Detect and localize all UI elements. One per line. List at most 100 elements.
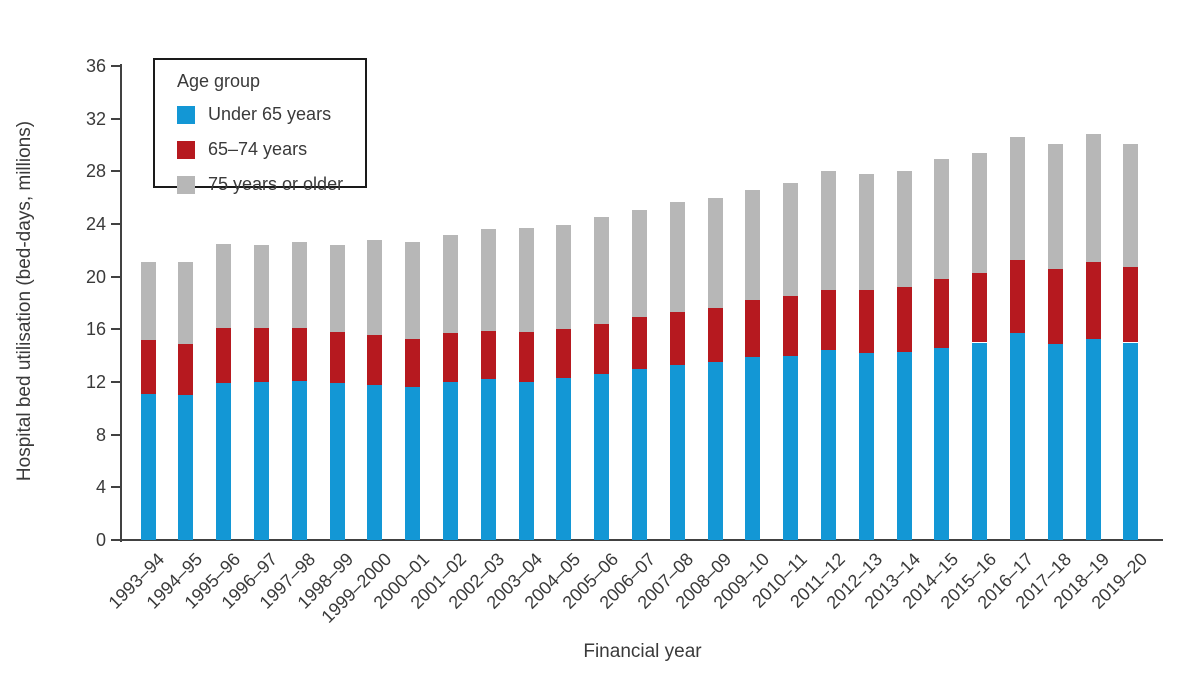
bar-segment-75-older [556,225,572,330]
bar-segment-65-74 [858,289,874,354]
y-tick-label: 28 [85,161,106,182]
y-tick-label: 8 [95,424,106,445]
bar-segment-65-74 [783,296,799,356]
y-axis-line [120,64,122,542]
y-axis-tick [111,117,120,120]
bar-segment-under-65 [745,356,761,540]
bar-segment-75-older [178,262,194,344]
legend-swatch-under-65-icon [177,105,195,124]
bar-segment-under-65 [707,362,723,540]
bar-segment-75-older [783,183,799,297]
bar-segment-under-65 [820,350,836,540]
bar-segment-65-74 [934,279,950,348]
legend-title: Age group [177,71,261,91]
y-axis-tick [111,65,120,67]
bar-segment-65-74 [556,329,572,379]
bar-segment-75-older [631,209,647,318]
bar-segment-under-65 [253,382,269,540]
x-axis-line [120,539,1163,541]
bar-segment-75-older [934,159,950,280]
bar-segment-under-65 [972,342,988,540]
y-tick-label: 16 [85,319,106,340]
bar-segment-under-65 [1047,343,1063,540]
legend-label-75-older: 75 years or older [208,174,344,194]
bar-segment-75-older [216,243,232,329]
bar-segment-under-65 [934,347,950,540]
y-tick-label: 4 [95,477,106,498]
y-axis-tick [111,223,120,225]
bar-segment-under-65 [140,393,156,540]
bar-segment-65-74 [253,328,269,382]
bar-segment-65-74 [442,333,458,382]
bar-segment-75-older [140,262,156,340]
bar-segment-under-65 [1009,333,1025,540]
bar-segment-65-74 [820,289,836,351]
bar-segment-under-65 [858,353,874,540]
bar-segment-65-74 [1009,259,1025,334]
bar-segment-under-65 [291,380,307,540]
bar-segment-under-65 [442,382,458,540]
bar-segment-75-older [442,234,458,334]
bar-segment-75-older [405,242,421,339]
bar-segment-under-65 [1085,338,1101,540]
bar-segment-under-65 [216,383,232,540]
bar-segment-75-older [972,152,988,273]
legend-label-65-74: 65–74 years [208,139,308,159]
y-tick-label: 20 [85,266,106,287]
bar-segment-75-older [820,171,836,290]
bar-segment-65-74 [631,317,647,369]
bar-segment-75-older [253,245,269,328]
bar-segment-under-65 [594,374,610,540]
y-axis-tick [111,275,120,278]
bar-segment-65-74 [178,343,194,396]
y-axis-tick [111,486,120,489]
bar-segment-under-65 [405,387,421,540]
bar-segment-under-65 [783,355,799,540]
y-tick-label: 36 [85,56,106,76]
y-tick-label: 24 [85,214,106,234]
bar-segment-under-65 [1123,342,1139,540]
bar-segment-65-74 [367,334,383,385]
y-axis-tick [111,539,120,541]
legend-label-under-65: Under 65 years [208,104,332,124]
bar-segment-65-74 [140,339,156,394]
bar-segment-65-74 [745,300,761,357]
bar-segment-65-74 [707,308,723,363]
bar-segment-75-older [329,245,345,332]
y-tick-label: 12 [85,372,106,392]
bar-segment-75-older [367,239,383,335]
bar-segment-65-74 [291,328,307,381]
bar-segment-75-older [858,173,874,290]
bar-segment-75-older [1047,143,1063,269]
bar-segment-65-74 [896,287,912,352]
bar-segment-under-65 [367,384,383,540]
bar-segment-under-65 [480,379,496,540]
bar-segment-65-74 [1085,262,1101,339]
y-axis-tick [111,381,120,383]
legend-swatch-65-74-icon [177,140,195,159]
y-tick-label: 32 [85,108,106,129]
legend: Age group Under 65 years 65–74 years 75 … [153,58,367,194]
bar-segment-under-65 [518,382,534,540]
bar-segment-75-older [1009,137,1025,260]
bar-segment-75-older [518,227,534,332]
y-tick-label: 0 [95,530,106,550]
bar-segment-65-74 [594,324,610,375]
bar-segment-under-65 [556,378,572,540]
y-axis-tick [111,433,120,436]
bar-segment-75-older [480,229,496,331]
legend-swatch-75-older-icon [177,175,195,194]
bar-segment-under-65 [178,395,194,540]
bar-segment-75-older [669,201,685,313]
bar-segment-65-74 [669,312,685,365]
bar-segment-75-older [707,197,723,309]
legend-item-under-65: Under 65 years [177,104,365,125]
bar-segment-under-65 [669,364,685,540]
bar-segment-75-older [1123,143,1139,268]
bar-segment-under-65 [329,383,345,540]
bar-segment-65-74 [480,330,496,380]
bar-segment-65-74 [1047,268,1063,344]
legend-item-65-74: 65–74 years [177,139,365,160]
y-axis-tick [111,328,120,331]
